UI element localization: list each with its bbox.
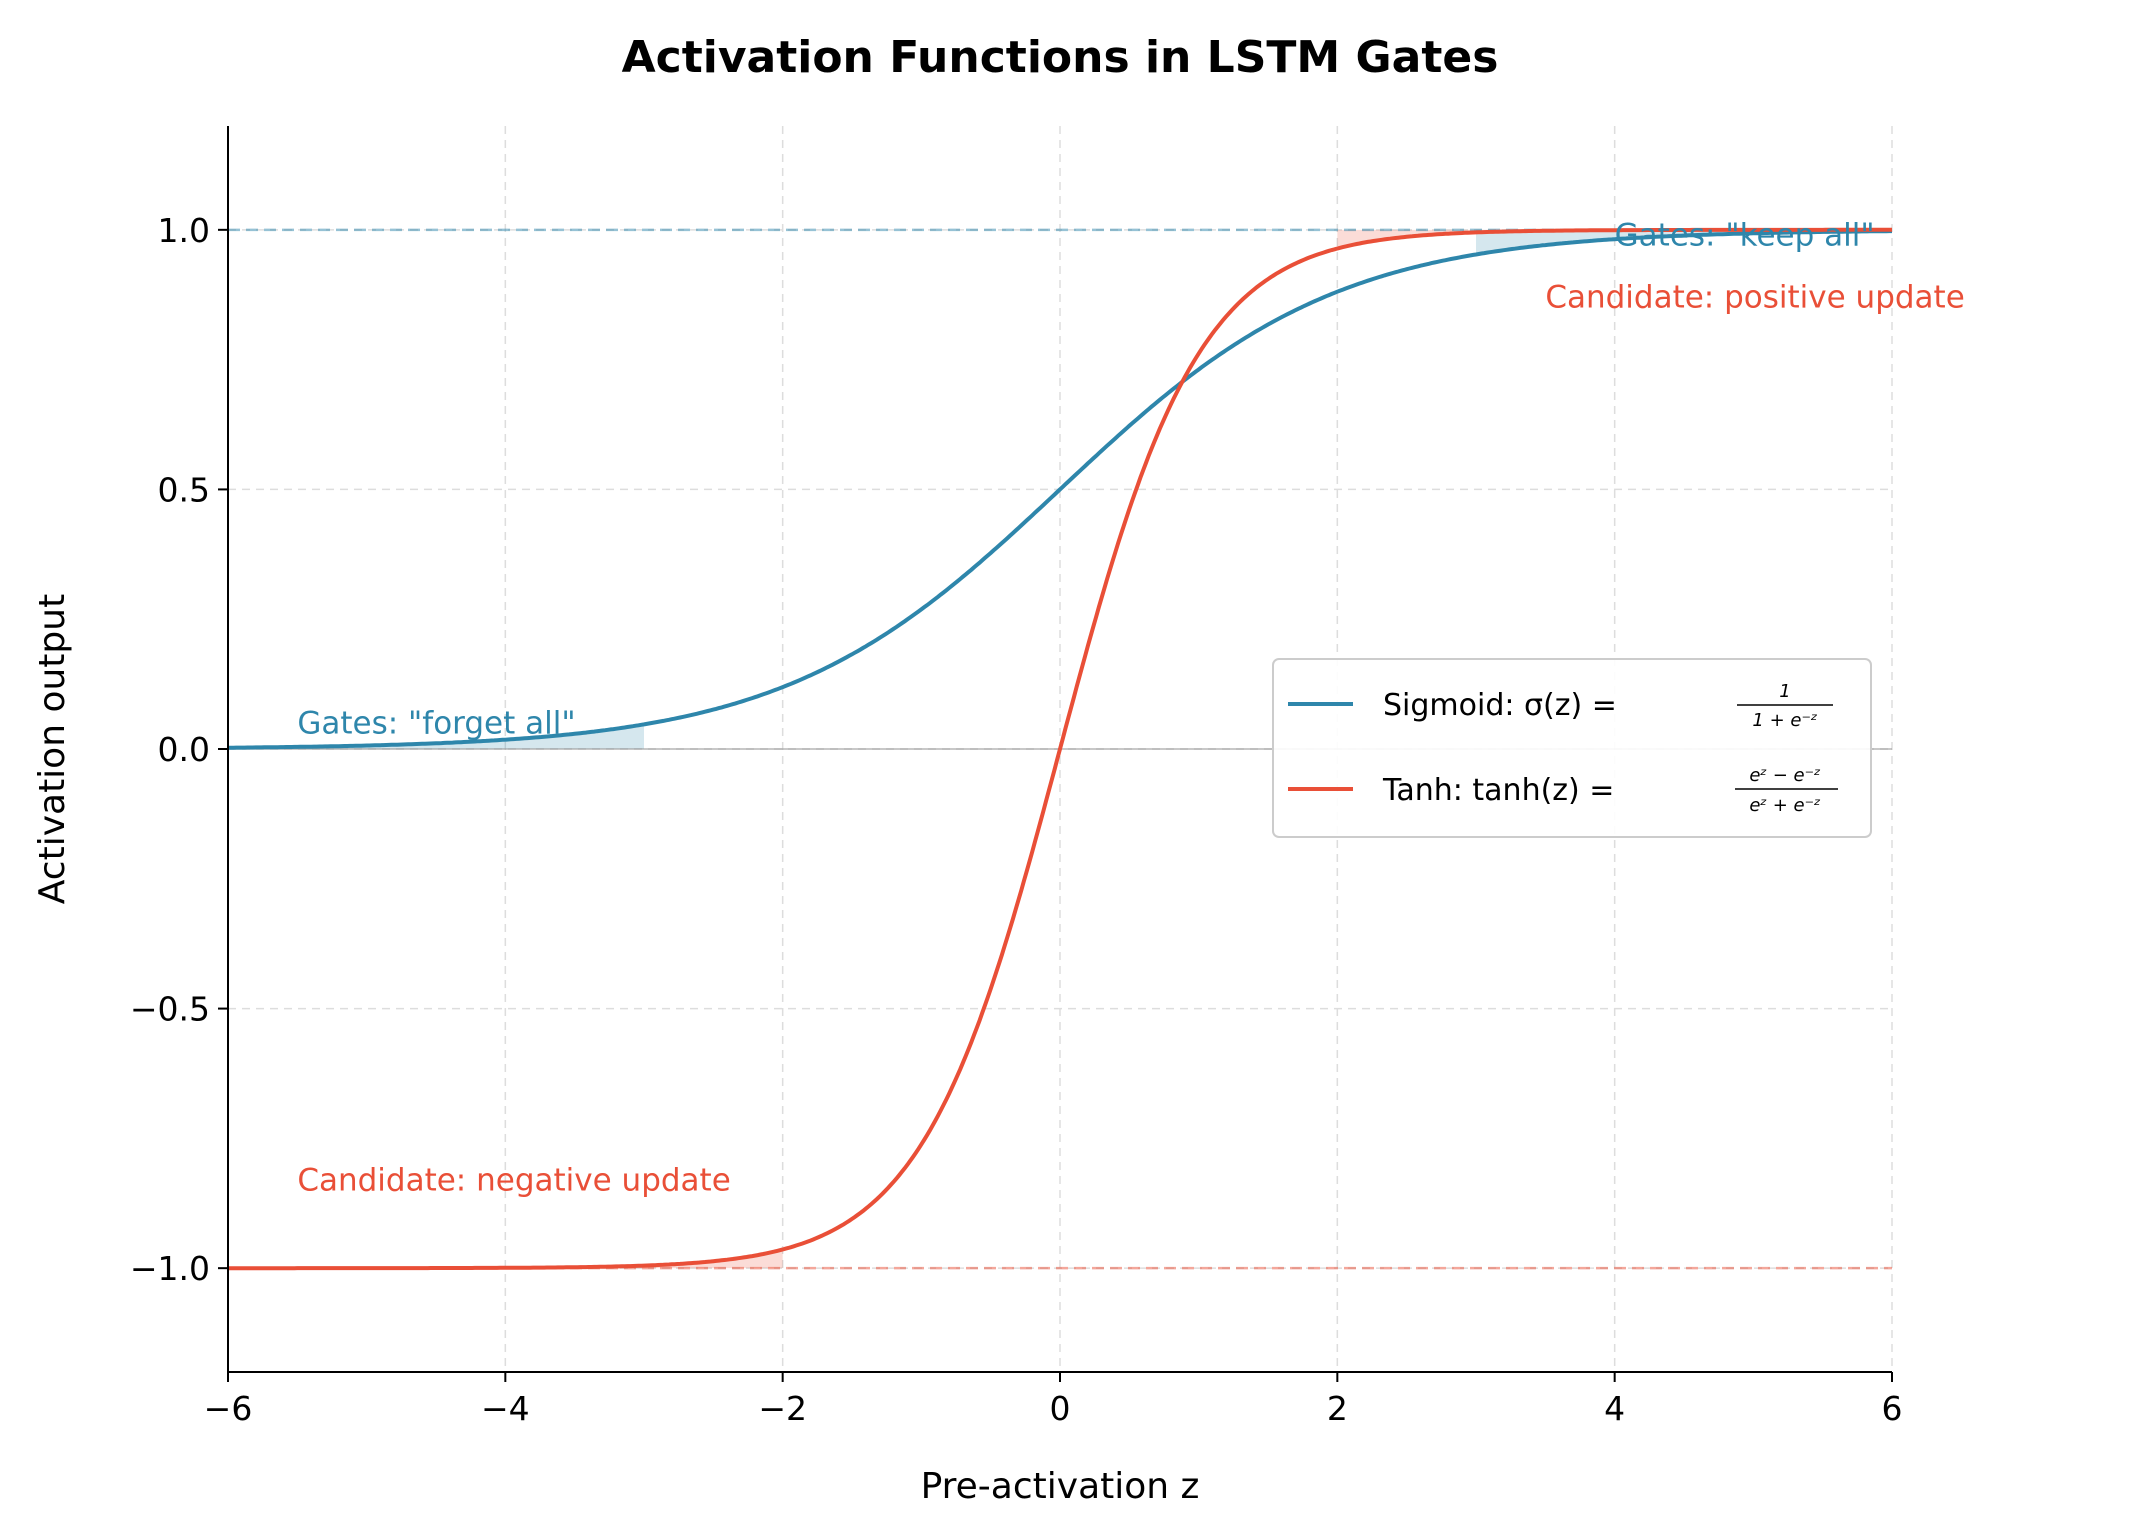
legend-formula-tanh-den: eᶻ + e⁻ᶻ [1749,795,1820,816]
annotation: Gates: "forget all" [297,705,575,741]
legend: Sigmoid: σ(z) = 1 1 + e⁻ᶻ Tanh: tanh(z) … [1272,658,1872,838]
y-axis-label: Activation output [32,594,73,904]
legend-formula-sigmoid-num: 1 [1779,681,1790,702]
chart-title: Activation Functions in LSTM Gates [622,32,1499,83]
x-tick-label: 2 [1327,1389,1348,1428]
x-tick-label: 4 [1604,1389,1625,1428]
annotation: Candidate: negative update [297,1162,730,1198]
series-lines [228,227,1892,1271]
y-tick-label: 0.5 [158,470,210,509]
shaded-region-sigmoid [1476,229,1892,255]
x-tick-label: −6 [204,1389,253,1428]
shaded-regions [228,229,1892,1269]
ticks: −6 −4 −2 0 2 4 6 −1.0 −0.5 0.0 0.5 1.0 [130,211,1903,1428]
shaded-region-sigmoid [228,724,644,749]
annotation: Candidate: positive update [1545,280,1964,316]
y-tick-label: −0.5 [130,990,210,1029]
shaded-region-tanh [228,1249,783,1269]
annotation: Gates: "keep all" [1615,217,1875,253]
x-tick-label: −4 [481,1389,530,1428]
y-tick-label: 1.0 [158,211,210,250]
x-tick-label: 0 [1050,1389,1071,1428]
series-line-tanh [228,227,1892,1271]
legend-formula-tanh-num: eᶻ − e⁻ᶻ [1749,765,1820,786]
x-tick-label: −2 [758,1389,807,1428]
legend-box [1272,658,1872,838]
x-axis-label: Pre-activation z [921,1466,1200,1507]
legend-label-sigmoid: Sigmoid: σ(z) = [1383,688,1617,723]
y-tick-label: −1.0 [130,1249,210,1288]
annotations: Gates: "forget all" Gates: "keep all" Cand… [297,217,1964,1198]
shaded-region-tanh [1337,229,1892,249]
x-tick-label: 6 [1882,1389,1903,1428]
y-tick-label: 0.0 [158,730,210,769]
legend-formula-sigmoid-den: 1 + e⁻ᶻ [1752,710,1817,731]
legend-label-tanh: Tanh: tanh(z) = [1382,773,1614,808]
series-line-sigmoid [228,229,1892,750]
